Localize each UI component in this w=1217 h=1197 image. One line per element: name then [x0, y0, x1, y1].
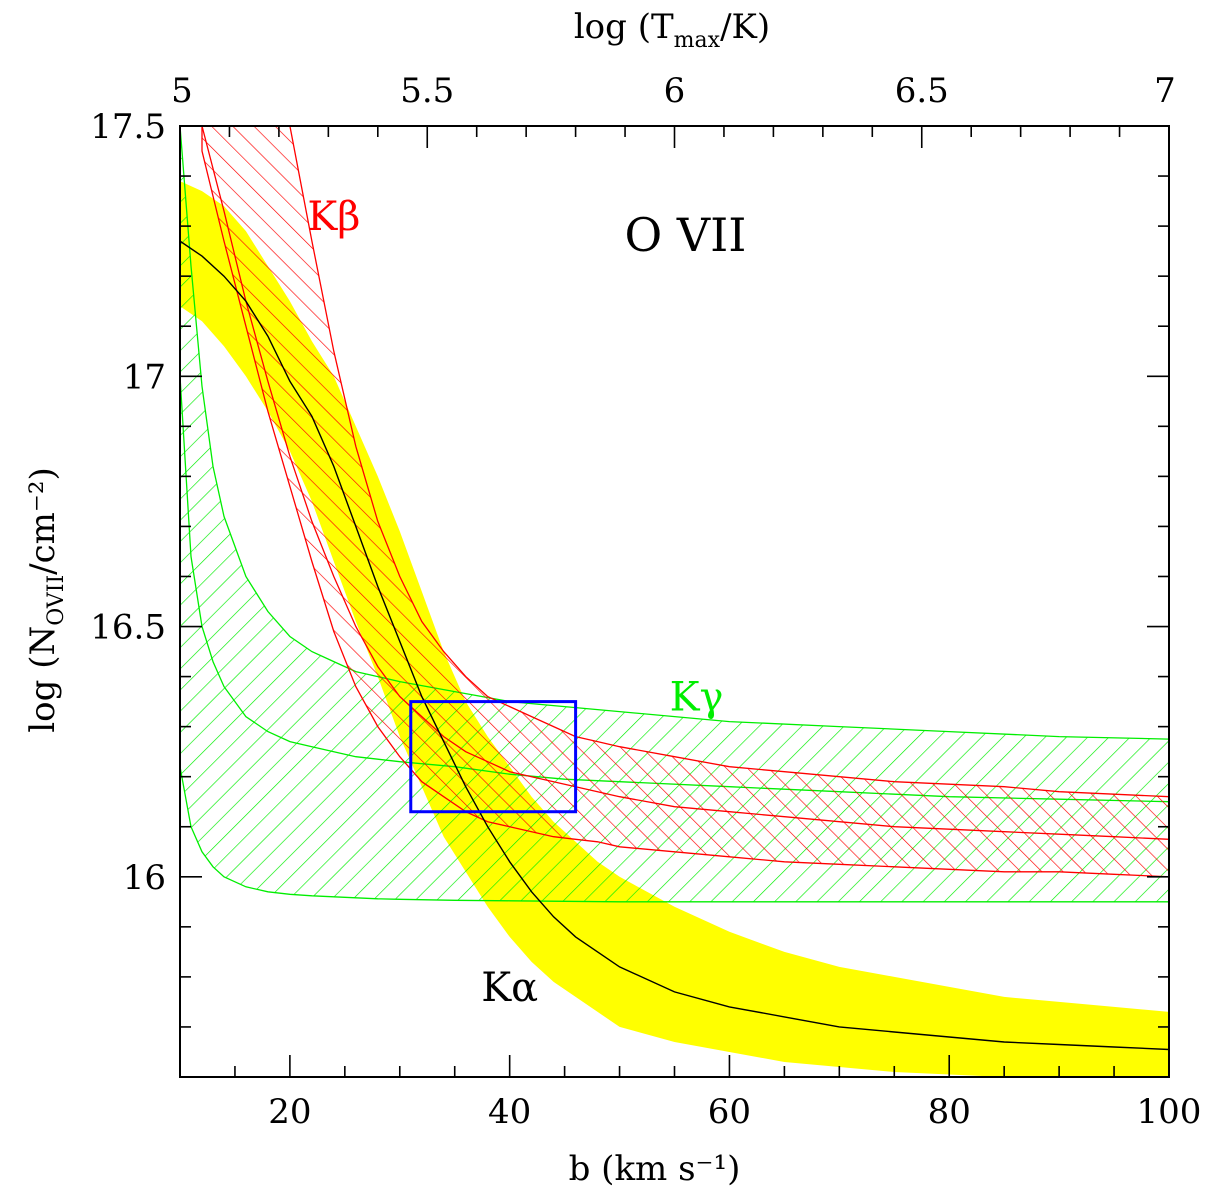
axes-layer — [179, 125, 1170, 1078]
annotation-kgamma: Kγ — [670, 675, 724, 721]
x-tick-label: 80 — [928, 1092, 971, 1132]
chart-title: O VII — [625, 208, 747, 262]
selection-box — [409, 700, 578, 814]
y-tick-label: 17 — [123, 357, 166, 397]
y-axis-title: log (NOVII/cm⁻²) — [23, 467, 69, 732]
center-line-kbeta — [201, 126, 1169, 840]
annotation-kbeta: Kβ — [307, 194, 360, 240]
y-tick-label: 16 — [123, 858, 166, 898]
center-line-kalpha — [180, 240, 1169, 1051]
band-kalpha — [180, 181, 1169, 1077]
y-tick-label: 17.5 — [90, 107, 166, 147]
labels-layer: 20 40 60 80 100 16 16.5 17 17.55 5.5 6 6.5 7 b (km s⁻… — [23, 7, 1201, 1189]
band-kbeta — [201, 126, 1169, 878]
series-kalpha — [180, 181, 1169, 1077]
series-kbeta — [201, 126, 1169, 878]
y-tick-label: 16.5 — [90, 608, 166, 648]
top-axis-title: log (Tmax/K) — [574, 7, 770, 53]
top-tick-label: 5 — [171, 71, 193, 111]
top-tick-label: 6.5 — [895, 71, 949, 111]
x-tick-label: 60 — [708, 1092, 751, 1132]
annotation-kalpha: Kα — [481, 965, 538, 1011]
x-tick-label: 100 — [1137, 1092, 1202, 1132]
top-tick-label: 5.5 — [400, 71, 454, 111]
top-tick-label: 7 — [1154, 71, 1176, 111]
x-tick-label: 40 — [488, 1092, 531, 1132]
bands-layer — [180, 126, 1169, 1077]
x-axis-title: b (km s⁻¹) — [569, 1149, 741, 1189]
top-tick-label: 6 — [664, 71, 686, 111]
x-tick-label: 20 — [268, 1092, 311, 1132]
